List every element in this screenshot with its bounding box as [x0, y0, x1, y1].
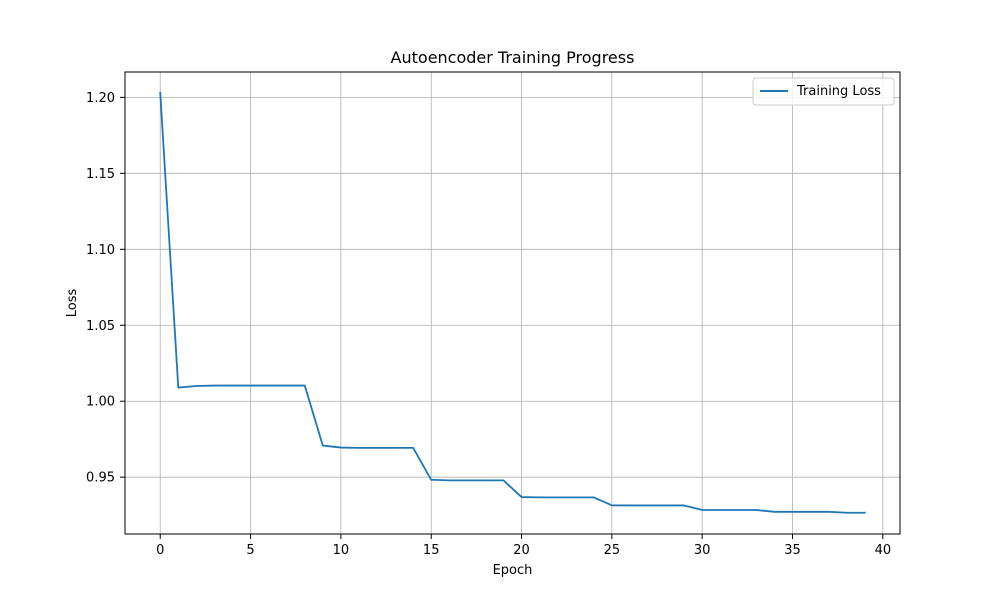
legend-label-training-loss: Training Loss: [796, 84, 881, 99]
y-axis-ticks: 0.95 1.00 1.05 1.10 1.15 1.20: [86, 91, 125, 486]
x-tick-label: 10: [333, 543, 350, 558]
x-tick-label: 20: [513, 543, 530, 558]
legend: Training Loss: [752, 77, 895, 106]
grid-lines: [125, 72, 900, 534]
y-tick-label: 1.00: [86, 395, 115, 410]
plot-frame: [124, 71, 901, 535]
y-tick-label: 1.10: [86, 243, 115, 258]
y-axis-label: Loss: [65, 289, 80, 318]
legend-box: [752, 77, 895, 106]
x-tick-label: 0: [156, 543, 164, 558]
y-tick-label: 1.15: [86, 167, 115, 182]
x-tick-label: 40: [875, 543, 892, 558]
y-tick-label: 0.95: [86, 471, 115, 486]
x-axis-ticks: 0 5 10 15 20 25 30 35 40: [156, 534, 891, 558]
chart-title: Autoencoder Training Progress: [391, 48, 635, 67]
y-tick-label: 1.05: [86, 319, 115, 334]
x-tick-label: 5: [246, 543, 254, 558]
series-line-training-loss: [159, 91, 866, 514]
series-lines: [159, 91, 866, 514]
x-tick-label: 35: [784, 543, 801, 558]
x-tick-label: 25: [604, 543, 621, 558]
plot-area-background: [125, 72, 900, 534]
x-tick-label: 15: [423, 543, 440, 558]
x-tick-label: 30: [694, 543, 711, 558]
y-tick-label: 1.20: [86, 91, 115, 106]
x-axis-label: Epoch: [493, 563, 533, 578]
